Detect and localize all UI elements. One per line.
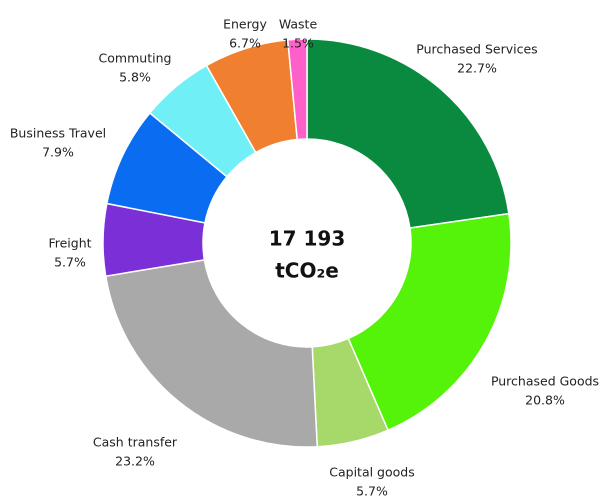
slice-value-label: 6.7% [229, 36, 261, 51]
center-value: 17 193 [269, 227, 346, 251]
slice-value-label: 7.9% [42, 145, 74, 160]
slice-label: Waste [279, 17, 318, 32]
slice-value-label: 20.8% [525, 393, 565, 408]
slice-label: Business Travel [10, 126, 106, 141]
donut-slice [306, 38, 510, 229]
slice-value-label: 5.7% [356, 484, 388, 499]
slice-value-label: 5.8% [119, 70, 151, 85]
donut-slice [347, 212, 512, 432]
slice-label: Capital goods [329, 465, 414, 480]
slice-value-label: 22.7% [457, 61, 497, 76]
donut-slice [286, 38, 308, 141]
slice-label: Purchased Goods [491, 374, 599, 389]
slice-label: Freight [48, 236, 91, 251]
slice-value-label: 1.5% [282, 36, 314, 51]
center-unit: tCO₂e [275, 259, 339, 283]
slice-label: Purchased Services [416, 42, 537, 57]
donut-slice [104, 259, 319, 448]
slice-label: Cash transfer [93, 435, 178, 450]
slice-label: Commuting [99, 51, 172, 66]
slice-label: Energy [223, 17, 267, 32]
slice-value-label: 5.7% [54, 255, 86, 270]
slice-value-label: 23.2% [115, 454, 155, 469]
